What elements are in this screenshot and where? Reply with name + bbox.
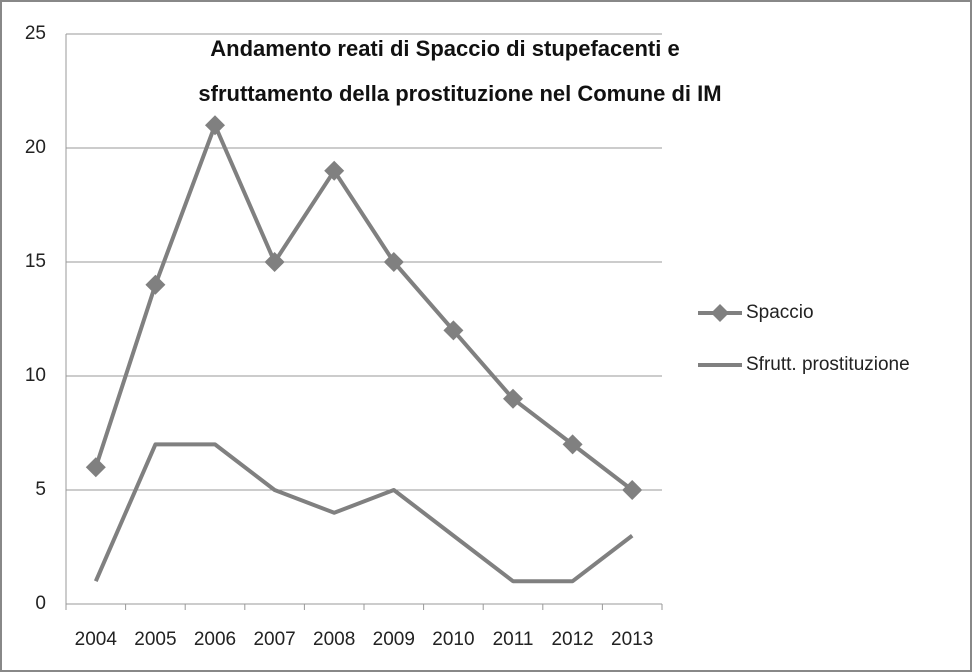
marker <box>205 115 225 136</box>
marker <box>622 480 643 500</box>
marker <box>85 457 106 478</box>
x-tick-label: 2004 <box>75 629 118 650</box>
x-tick-label: 2008 <box>313 629 355 650</box>
legend-label: Sfrutt. prostituzione <box>746 354 910 375</box>
x-tick-label: 2013 <box>611 629 653 650</box>
chart-title: Andamento reati di Spaccio di stupefacen… <box>210 36 679 61</box>
x-tick-label: 2009 <box>373 629 415 650</box>
x-tick-label: 2011 <box>493 629 534 650</box>
marker <box>383 252 404 272</box>
y-tick-label: 15 <box>25 251 46 272</box>
series-line <box>93 123 634 492</box>
marker <box>503 388 523 409</box>
legend-label: Spaccio <box>746 302 814 323</box>
series-line <box>93 442 634 584</box>
y-tick-label: 0 <box>35 593 46 614</box>
legend-marker <box>711 304 729 322</box>
y-tick-label: 25 <box>25 23 46 44</box>
x-tick-label: 2012 <box>551 629 593 650</box>
x-tick-label: 2006 <box>194 629 236 650</box>
y-tick-label: 5 <box>35 479 46 500</box>
chart-title: sfruttamento della prostituzione nel Com… <box>198 81 721 106</box>
x-tick-label: 2007 <box>253 629 295 650</box>
marker <box>324 160 345 181</box>
x-tick-label: 2010 <box>432 629 474 650</box>
y-tick-label: 20 <box>25 137 46 158</box>
marker <box>562 434 583 455</box>
marker <box>264 252 285 272</box>
marker <box>443 320 464 341</box>
y-tick-label: 10 <box>25 365 46 386</box>
marker <box>145 274 166 295</box>
x-tick-label: 2005 <box>134 629 176 650</box>
